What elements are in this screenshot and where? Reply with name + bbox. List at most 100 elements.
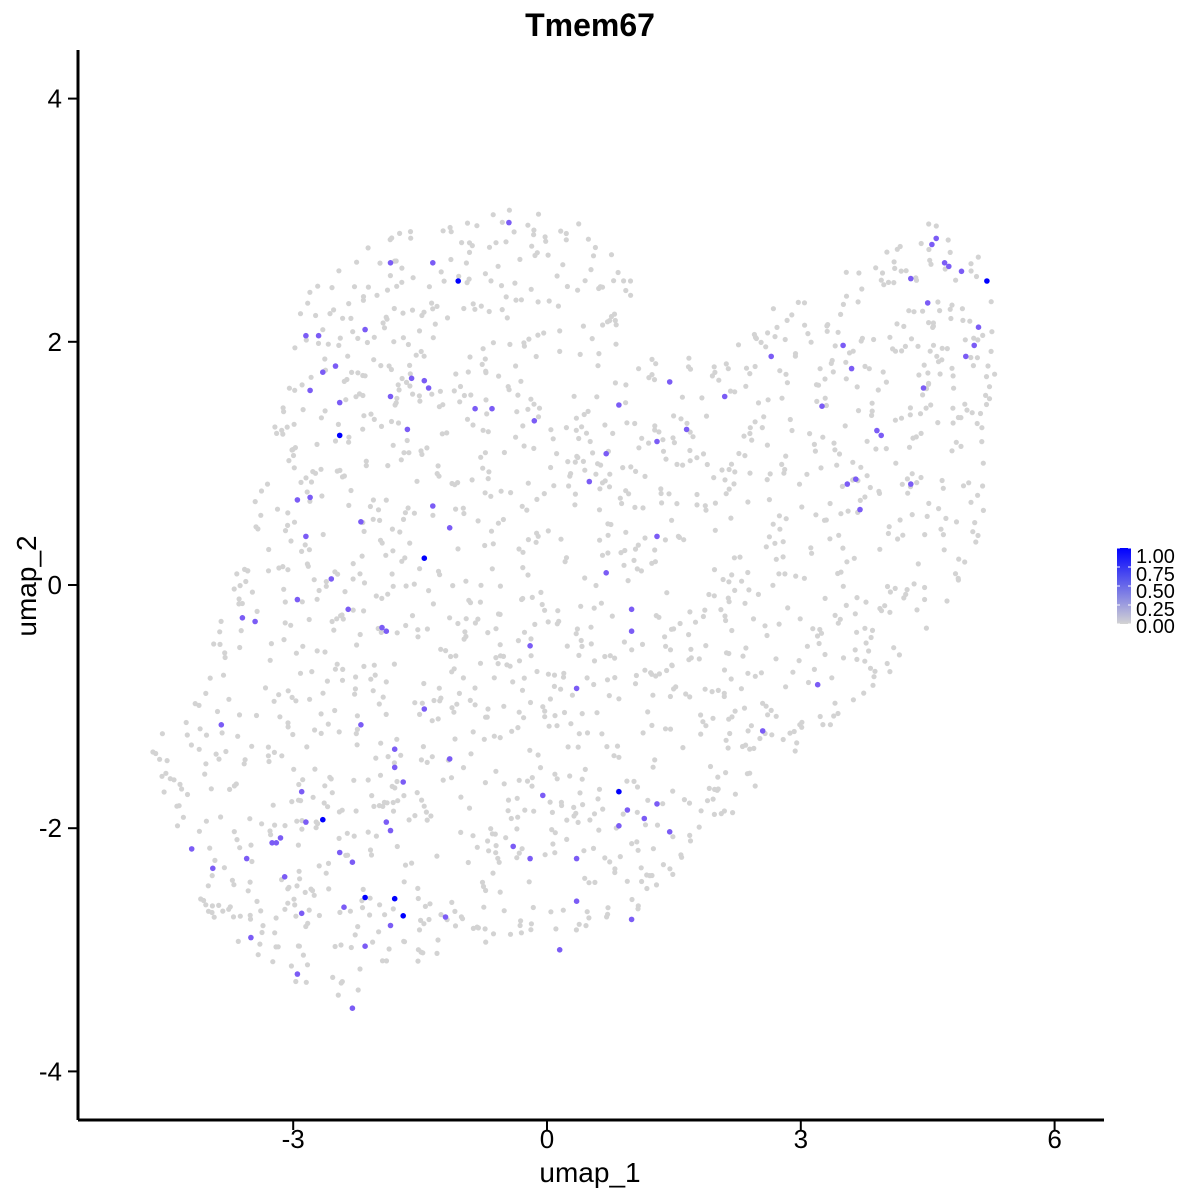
cell-point xyxy=(813,512,819,518)
cell-point xyxy=(470,925,476,932)
cell-point xyxy=(807,431,813,437)
expressing-cell-point xyxy=(908,275,914,282)
cell-point xyxy=(459,240,465,246)
cell-point xyxy=(903,268,909,274)
cell-point xyxy=(353,674,359,680)
cell-point xyxy=(886,524,892,530)
cell-point xyxy=(834,462,840,468)
cell-point xyxy=(516,777,522,783)
cell-point xyxy=(805,679,812,686)
cell-point xyxy=(332,569,338,575)
cell-point xyxy=(528,396,534,402)
cell-point xyxy=(525,537,532,543)
cell-point xyxy=(780,539,786,545)
cell-point xyxy=(394,778,400,785)
cell-point xyxy=(520,549,526,555)
cell-point xyxy=(273,915,279,921)
cell-point xyxy=(402,555,408,561)
expressing-cell-point xyxy=(654,801,660,807)
cell-point xyxy=(822,376,828,382)
cell-point xyxy=(776,621,782,627)
cell-point xyxy=(576,221,582,227)
cell-point xyxy=(452,908,458,915)
cell-point xyxy=(332,707,338,714)
cell-point xyxy=(332,666,338,672)
expressing-cell-point xyxy=(683,426,690,433)
cell-point xyxy=(723,491,729,497)
cell-point xyxy=(613,322,619,328)
cell-point xyxy=(419,312,425,319)
cell-point xyxy=(430,335,436,341)
expressing-cell-point xyxy=(963,353,969,360)
cell-point xyxy=(607,653,613,659)
cell-point xyxy=(394,283,400,289)
cell-point xyxy=(660,437,666,443)
cell-point xyxy=(513,297,519,303)
cell-point xyxy=(953,439,959,445)
cell-point xyxy=(666,491,672,497)
expressing-cell-point xyxy=(628,606,635,613)
cell-point xyxy=(258,512,264,518)
cell-point xyxy=(636,366,642,372)
cell-point xyxy=(602,855,608,861)
cell-point xyxy=(280,564,286,570)
cell-point xyxy=(840,583,846,589)
cell-point xyxy=(535,752,541,758)
cell-point xyxy=(573,927,580,933)
cell-point xyxy=(832,700,838,706)
cell-point xyxy=(797,722,803,728)
cell-point xyxy=(299,599,305,605)
cell-point xyxy=(629,841,635,847)
cell-point xyxy=(385,591,391,597)
cell-point xyxy=(836,532,842,538)
cell-point xyxy=(371,334,377,340)
expressing-cell-point xyxy=(362,894,368,901)
cell-point xyxy=(370,497,376,503)
cell-point xyxy=(377,260,383,266)
cell-point xyxy=(599,552,606,558)
cell-point xyxy=(962,401,968,407)
expressing-cell-point xyxy=(489,405,495,412)
cell-point xyxy=(843,376,849,382)
cell-point xyxy=(458,829,464,836)
cell-point xyxy=(448,229,454,235)
cell-point xyxy=(662,726,669,732)
cell-point xyxy=(671,413,677,419)
cell-point xyxy=(909,471,915,477)
cell-point xyxy=(458,794,464,800)
cell-point xyxy=(904,476,911,482)
cell-point xyxy=(289,799,295,805)
expressing-cell-point xyxy=(400,913,407,919)
cell-point xyxy=(983,401,990,408)
cell-point xyxy=(885,279,892,285)
cell-point xyxy=(928,261,934,267)
cell-point xyxy=(409,860,415,866)
cell-point xyxy=(558,799,565,806)
cell-point xyxy=(869,400,875,406)
cell-point xyxy=(581,411,587,418)
cell-point xyxy=(653,361,659,367)
cell-point xyxy=(292,387,298,393)
cell-point xyxy=(521,629,528,635)
cell-point xyxy=(415,634,421,640)
cell-point xyxy=(918,474,924,481)
cell-point xyxy=(482,926,488,932)
cell-point xyxy=(863,599,869,605)
cell-point xyxy=(742,453,748,459)
expressing-cell-point xyxy=(506,219,512,226)
cell-point xyxy=(420,950,426,956)
cell-point xyxy=(856,270,862,276)
expressing-cell-point xyxy=(616,823,622,829)
cell-point xyxy=(967,318,973,324)
cell-point xyxy=(420,744,426,750)
cell-point xyxy=(306,547,312,553)
expressing-cell-point xyxy=(857,506,863,513)
x-tick-label: -3 xyxy=(282,1124,305,1154)
cell-point xyxy=(790,669,796,675)
cell-point xyxy=(392,785,398,791)
cell-point xyxy=(612,380,619,386)
expressing-cell-point xyxy=(341,904,347,910)
cell-point xyxy=(432,321,438,327)
cell-point xyxy=(357,631,363,638)
cell-point xyxy=(475,518,481,524)
